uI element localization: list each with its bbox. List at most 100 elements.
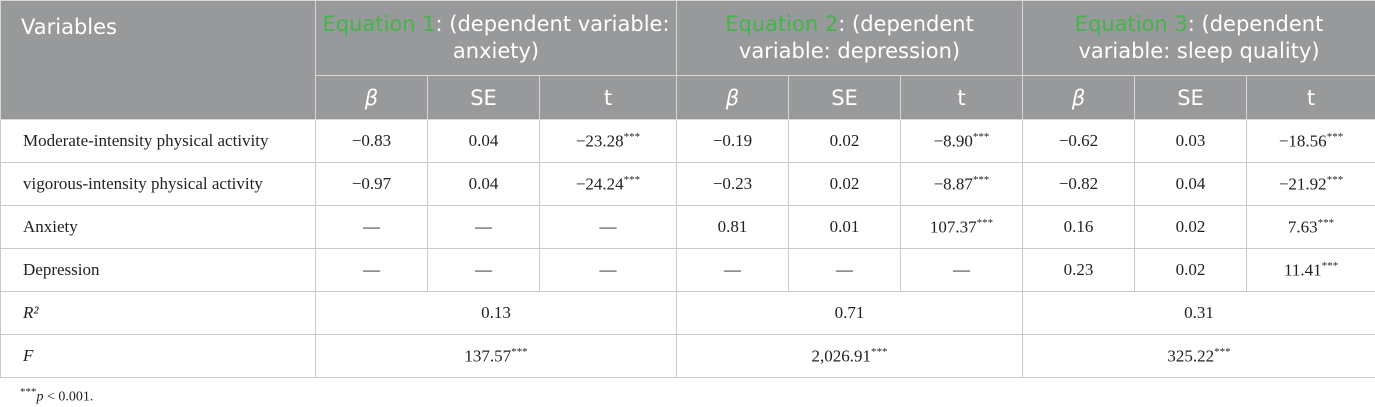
subheader-row: β SE t β SE t β SE t (1, 75, 1375, 120)
data-row: vigorous-intensity physical activity −0.9… (0, 162, 1375, 206)
cell-value: — (599, 217, 617, 236)
cell: 0.23 (1022, 248, 1136, 292)
row-label: Moderate-intensity physical activity (0, 119, 316, 163)
cell: 0.01 (788, 205, 901, 249)
cell: — (427, 248, 540, 292)
cell-value: −24.24 (575, 174, 624, 194)
summary-row: R² 0.13 0.71 0.31 (0, 291, 1375, 335)
table-body: Moderate-intensity physical activity −0.8… (0, 119, 1375, 378)
significance: *** (1326, 173, 1344, 186)
subheader: β (315, 75, 428, 120)
subheader: t (539, 75, 677, 120)
cell-value: 0.23 (1063, 260, 1094, 279)
cell-value: 0.81 (717, 217, 748, 236)
data-row: Moderate-intensity physical activity −0.8… (0, 119, 1375, 163)
cell: 0.16 (1022, 205, 1136, 249)
cell: — (788, 248, 901, 292)
cell: −0.62 (1022, 119, 1136, 163)
cell-value: 0.03 (1175, 131, 1206, 150)
cell: 11.41*** (1246, 248, 1375, 292)
cell: 0.04 (1134, 162, 1248, 206)
cell: 0.04 (427, 119, 540, 163)
subheader: β (1022, 75, 1136, 120)
cell-value: 0.04 (468, 174, 499, 193)
significance: *** (972, 173, 990, 186)
summary-row: F 137.57*** 2,026.91*** 325.22*** (0, 334, 1375, 378)
cell: 0.02 (1134, 248, 1248, 292)
cell: −0.19 (676, 119, 789, 163)
cell-value: 0.01 (829, 217, 860, 236)
row-label: F (0, 334, 316, 378)
cell: 137.57*** (315, 334, 677, 378)
cell: 0.04 (427, 162, 540, 206)
cell: — (315, 248, 428, 292)
cell: −0.23 (676, 162, 789, 206)
equation-header: Equation 2: (dependent variable: depress… (675, 0, 1024, 76)
row-label: R² (0, 291, 316, 335)
cell: −0.83 (315, 119, 428, 163)
row-label: Depression (0, 248, 316, 292)
significance: *** (623, 173, 641, 186)
significance: *** (511, 345, 528, 358)
cell-value: 0.04 (1175, 174, 1206, 193)
cell-value: — (953, 260, 970, 279)
cell: −23.28*** (539, 119, 677, 163)
significance: *** (972, 130, 990, 143)
cell: — (539, 205, 677, 249)
row-label: Anxiety (0, 205, 316, 249)
cell: −21.92*** (1246, 162, 1375, 206)
data-row: Depression — — — — — — 0.23 0.02 11.41*** (0, 248, 1375, 292)
cell-value: 0.02 (829, 174, 860, 193)
significance: *** (1214, 345, 1231, 358)
cell-value: 7.63 (1287, 217, 1318, 237)
cell: — (676, 248, 789, 292)
cell-value: −0.62 (1058, 131, 1099, 150)
footnote-text: < 0.001. (43, 389, 94, 405)
results-table: Variables Equation 1: (dependent variable… (0, 0, 1375, 378)
cell-value: −8.87 (933, 174, 973, 194)
cell-value: 107.37 (929, 217, 977, 237)
row-label: vigorous-intensity physical activity (0, 162, 316, 206)
footnote-p: p (36, 389, 44, 405)
equation-name: Equation 2 (725, 12, 839, 36)
cell: 0.02 (788, 162, 901, 206)
cell: 7.63*** (1246, 205, 1375, 249)
cell: 0.81 (676, 205, 789, 249)
cell-value: 2,026.91 (811, 346, 872, 366)
cell-value: 0.02 (1175, 260, 1206, 279)
subheader: SE (788, 75, 901, 120)
cell-value: — (836, 260, 853, 279)
subheader: t (899, 75, 1024, 120)
significance: *** (1317, 216, 1335, 229)
cell-value: 0.16 (1063, 217, 1094, 236)
cell-value: −8.90 (933, 131, 973, 151)
cell: −0.97 (315, 162, 428, 206)
cell: −8.87*** (899, 162, 1024, 206)
subheader: t (1246, 75, 1375, 120)
cell-value: 325.22 (1167, 346, 1215, 366)
cell: 0.31 (1022, 291, 1375, 335)
cell-value: −0.83 (351, 131, 392, 150)
cell: 0.71 (675, 291, 1024, 335)
significance: *** (976, 216, 994, 229)
cell: 2,026.91*** (675, 334, 1024, 378)
cell: — (539, 248, 677, 292)
table-header: Variables Equation 1: (dependent variable… (0, 0, 1375, 120)
cell: −24.24*** (539, 162, 677, 206)
variables-header: Variables (0, 0, 316, 120)
cell-value: — (363, 217, 380, 236)
cell-value: 0.02 (829, 131, 860, 150)
cell-value: — (724, 260, 741, 279)
cell: −0.82 (1022, 162, 1136, 206)
cell: 325.22*** (1022, 334, 1375, 378)
significance: *** (871, 345, 888, 358)
equation-header: Equation 3: (dependent variable: sleep q… (1022, 0, 1375, 76)
cell-value: −0.23 (712, 174, 753, 193)
significance: *** (1321, 259, 1339, 272)
cell-value: — (599, 260, 617, 279)
cell-value: −0.19 (712, 131, 753, 150)
footnote-sig: *** (20, 386, 37, 398)
cell: 0.02 (1134, 205, 1248, 249)
significance: *** (1326, 130, 1344, 143)
